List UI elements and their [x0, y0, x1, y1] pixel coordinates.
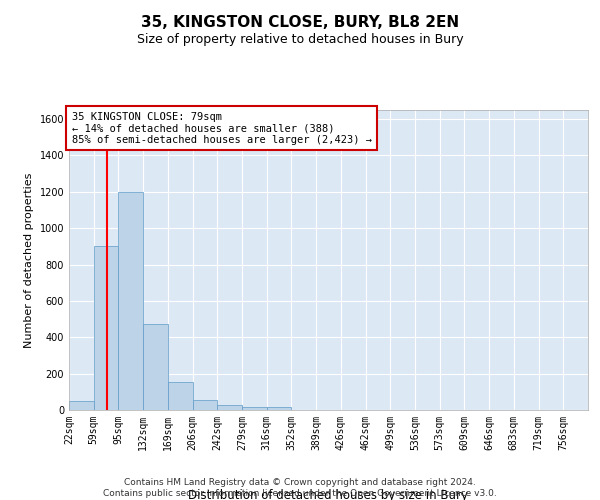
Bar	[69, 401, 94, 410]
X-axis label: Distribution of detached houses by size in Bury: Distribution of detached houses by size …	[188, 489, 469, 500]
Text: 35 KINGSTON CLOSE: 79sqm
← 14% of detached houses are smaller (388)
85% of semi-: 35 KINGSTON CLOSE: 79sqm ← 14% of detach…	[71, 112, 371, 144]
Bar	[267, 408, 292, 410]
Bar	[118, 192, 143, 410]
Bar	[217, 404, 242, 410]
Text: 35, KINGSTON CLOSE, BURY, BL8 2EN: 35, KINGSTON CLOSE, BURY, BL8 2EN	[141, 15, 459, 30]
Y-axis label: Number of detached properties: Number of detached properties	[24, 172, 34, 348]
Text: Size of property relative to detached houses in Bury: Size of property relative to detached ho…	[137, 32, 463, 46]
Text: Contains HM Land Registry data © Crown copyright and database right 2024.
Contai: Contains HM Land Registry data © Crown c…	[103, 478, 497, 498]
Bar	[242, 408, 267, 410]
Bar	[168, 382, 193, 410]
Bar	[94, 246, 118, 410]
Bar	[143, 324, 168, 410]
Bar	[193, 400, 217, 410]
